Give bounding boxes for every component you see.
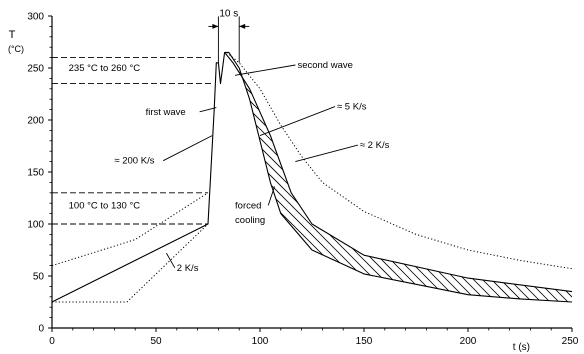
hatch-stroke bbox=[224, 52, 423, 303]
hatch-stroke bbox=[224, 52, 315, 303]
hatch-stroke bbox=[224, 52, 495, 303]
hatch-stroke bbox=[224, 52, 360, 303]
x-axis-label: t (s) bbox=[513, 342, 530, 353]
hatch-stroke bbox=[224, 52, 297, 303]
y-tick-label: 250 bbox=[27, 64, 44, 75]
y-tick-label: 100 bbox=[27, 220, 44, 231]
hatch-stroke bbox=[224, 52, 432, 303]
x-tick-label: 100 bbox=[252, 336, 269, 347]
hatch-stroke bbox=[571, 52, 572, 303]
hatch-stroke bbox=[499, 52, 572, 303]
hatch-stroke bbox=[224, 52, 450, 303]
hatch-stroke bbox=[224, 52, 459, 303]
axes: 0 50 100 150 200 250 0 50 100 150 200 250 300 T (°C) t … bbox=[8, 8, 579, 353]
hatch-stroke bbox=[445, 52, 572, 303]
hatch-stroke bbox=[224, 52, 486, 303]
hatch-stroke bbox=[224, 52, 558, 303]
annotation-rate_2_high: ≈ 2 K/s bbox=[360, 140, 390, 151]
hatch-stroke bbox=[0, 0, 8, 354]
annotation-first_wave: first wave bbox=[146, 107, 186, 118]
hatch-stroke bbox=[224, 52, 477, 303]
hatch-stroke bbox=[224, 52, 513, 303]
hatch-stroke bbox=[224, 52, 342, 303]
hatch-stroke bbox=[247, 52, 572, 303]
hatch-stroke bbox=[265, 52, 572, 303]
y-tick-label: 50 bbox=[33, 272, 45, 283]
hatch-stroke bbox=[301, 52, 572, 303]
hatch-stroke bbox=[310, 52, 572, 303]
x-tick-label: 150 bbox=[356, 336, 373, 347]
hatch-stroke bbox=[224, 52, 540, 303]
annotation-leader-second_wave bbox=[234, 64, 296, 76]
annotation-rate_2_low: 2 K/s bbox=[177, 263, 199, 274]
annotation-forced_2: cooling bbox=[235, 215, 265, 226]
hatch-stroke bbox=[224, 52, 387, 303]
annotations: 235 °C to 260 °C 100 °C to 130 °C first wa… bbox=[69, 60, 390, 274]
annotation-range_low: 100 °C to 130 °C bbox=[69, 200, 141, 211]
hatch-stroke bbox=[224, 52, 468, 303]
hatch-stroke bbox=[224, 52, 441, 303]
hatch-stroke bbox=[224, 52, 567, 303]
dimension-label: 10 s bbox=[219, 8, 238, 19]
annotation-leader-forced_1 bbox=[267, 186, 275, 206]
x-tick-label: 0 bbox=[49, 336, 55, 347]
hatch-stroke bbox=[224, 52, 549, 303]
annotation-leader-rate_2_low bbox=[166, 252, 176, 269]
y-axis-label: T bbox=[9, 29, 16, 41]
reference-lines bbox=[52, 57, 213, 225]
hatch-stroke bbox=[224, 52, 378, 303]
hatch-stroke bbox=[224, 52, 324, 303]
annotation-rate_200: ≈ 200 K/s bbox=[114, 156, 154, 167]
dimension-arrowhead-left bbox=[212, 23, 219, 29]
annotation-leader-rate_2_high bbox=[295, 144, 358, 163]
hatch-stroke bbox=[229, 52, 572, 303]
series-line-dotted-preheat-low bbox=[52, 223, 209, 303]
x-tick-label: 50 bbox=[150, 336, 162, 347]
hatch-stroke bbox=[283, 52, 572, 303]
hatch-stroke bbox=[463, 52, 572, 303]
hatch-stroke bbox=[224, 52, 369, 303]
hatch-stroke bbox=[562, 52, 572, 303]
y-tick-label: 200 bbox=[27, 116, 44, 127]
y-tick-label: 150 bbox=[27, 168, 44, 179]
series-line-solid-steep bbox=[224, 52, 573, 293]
hatch-stroke bbox=[0, 0, 161, 354]
y-tick-label: 300 bbox=[27, 12, 44, 23]
hatch-stroke bbox=[490, 52, 572, 303]
hatch-stroke bbox=[224, 52, 504, 303]
x-tick-label: 200 bbox=[460, 336, 477, 347]
series-lines bbox=[51, 51, 573, 303]
series-line-solid bbox=[51, 51, 573, 303]
hatch-stroke bbox=[292, 52, 572, 303]
y-axis-unit: (°C) bbox=[8, 44, 24, 54]
annotation-leader-rate_5 bbox=[259, 106, 336, 137]
hatch-stroke bbox=[454, 52, 572, 303]
hatch-stroke bbox=[481, 52, 572, 303]
hatch-stroke bbox=[224, 52, 414, 303]
series-line-dotted-slow bbox=[226, 52, 573, 270]
hatch-stroke bbox=[224, 52, 522, 303]
annotation-forced_1: forced bbox=[235, 200, 261, 211]
annotation-rate_5: ≈ 5 K/s bbox=[337, 102, 367, 113]
hatch-stroke bbox=[224, 52, 333, 303]
y-tick-label: 0 bbox=[38, 324, 44, 335]
annotation-leader-first_wave bbox=[199, 107, 217, 113]
hatch-stroke bbox=[224, 52, 306, 303]
dimension-arrowhead-right bbox=[239, 23, 246, 29]
hatch-stroke bbox=[274, 52, 572, 303]
hatch-stroke bbox=[224, 52, 572, 303]
annotation-second_wave: second wave bbox=[297, 60, 352, 71]
hatch-stroke bbox=[0, 0, 170, 354]
annotation-range_high: 235 °C to 260 °C bbox=[69, 63, 141, 74]
hatch-stroke bbox=[238, 52, 572, 303]
x-tick-label: 250 bbox=[562, 336, 579, 347]
annotation-leader-rate_200 bbox=[162, 135, 213, 162]
hatch-stroke bbox=[256, 52, 572, 303]
